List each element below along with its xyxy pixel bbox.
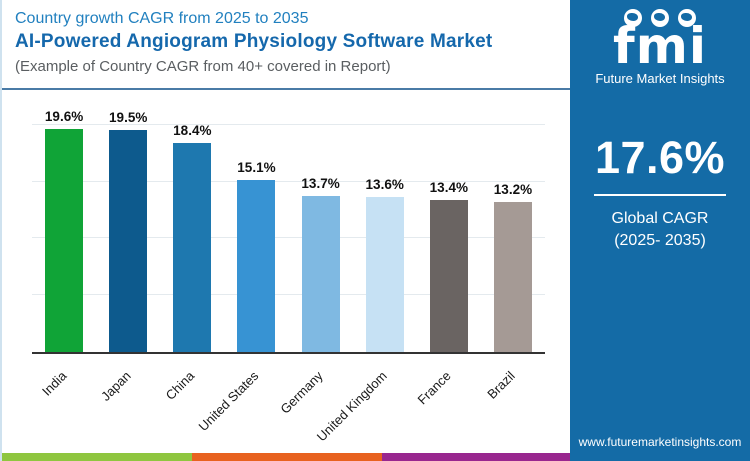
- stripe-segment-3: [382, 453, 572, 461]
- plot-area: 19.6% 19.5% 18.4% 15.1% 13.7% 13.6% 13.4% 13.2%: [32, 102, 545, 354]
- gridline-15: [32, 180, 545, 182]
- globe-asia-icon: [677, 9, 696, 27]
- x-tick-label-brazil: Brazil: [484, 368, 519, 402]
- x-tick-label-china: China: [162, 368, 198, 403]
- x-tick-brazil: Brazil: [481, 354, 545, 442]
- footer-color-stripe: [2, 453, 572, 461]
- page-title: AI-Powered Angiogram Physiology Software…: [15, 31, 493, 52]
- globe-americas-icon: [623, 9, 642, 27]
- globe-europe-icon: [650, 9, 669, 27]
- bar-group-china: 18.4%: [160, 102, 224, 352]
- bar-chart: 19.6% 19.5% 18.4% 15.1% 13.7% 13.6% 13.4% 13.2%…: [2, 102, 570, 444]
- bar-value-label-brazil: 13.2%: [493, 182, 533, 197]
- x-axis-labels: India Japan China United States Germany Unite…: [32, 354, 545, 444]
- x-tick-united-states: United States: [196, 354, 288, 442]
- divider: [594, 194, 726, 196]
- chart-panel: Country growth CAGR from 2025 to 2035 AI…: [0, 0, 572, 461]
- bar-brazil: [493, 202, 532, 352]
- gridline-20: [32, 123, 545, 125]
- bar-group-germany: 13.7%: [289, 102, 353, 352]
- bar-value-label-japan: 19.5%: [109, 110, 148, 126]
- global-cagr-block: 17.6% Global CAGR (2025- 2035): [594, 132, 726, 251]
- logo-tagline: Future Market Insights: [595, 71, 725, 86]
- x-tick-japan: Japan: [96, 354, 160, 442]
- global-cagr-value: 17.6%: [594, 132, 726, 183]
- bar-group-india: 19.6%: [32, 102, 96, 352]
- x-tick-label-france: France: [414, 368, 455, 408]
- bar-united-states: [237, 180, 276, 352]
- global-cagr-label: Global CAGR (2025- 2035): [594, 208, 726, 251]
- gridline-10: [32, 237, 545, 239]
- bar-india: [45, 129, 84, 352]
- x-tick-united-kingdom: United Kingdom: [314, 354, 417, 444]
- sidebar: fmi Future Market Insights 17.6% Global …: [570, 0, 750, 461]
- chart-subtitle: Country growth CAGR from 2025 to 2035: [15, 10, 309, 27]
- website-link[interactable]: www.futuremarketinsights.com: [578, 435, 742, 449]
- x-tick-china: China: [160, 354, 224, 442]
- bar-group-united-states: 15.1%: [224, 102, 288, 352]
- bar-group-brazil: 13.2%: [481, 102, 545, 352]
- fmi-logo: fmi Future Market Insights: [595, 0, 725, 86]
- bar-group-japan: 19.5%: [96, 102, 160, 352]
- global-cagr-label-line2: (2025- 2035): [614, 231, 706, 249]
- bar-united-kingdom: [365, 197, 404, 352]
- gridline-5: [32, 294, 545, 296]
- header: Country growth CAGR from 2025 to 2035 AI…: [2, 0, 570, 90]
- bar-value-label-united-kingdom: 13.6%: [365, 177, 404, 193]
- x-tick-label-india: India: [38, 368, 70, 399]
- x-tick-label-japan: Japan: [97, 368, 134, 404]
- x-tick-france: France: [414, 354, 481, 442]
- logo-text: fmi: [612, 17, 707, 75]
- bars-row: 19.6% 19.5% 18.4% 15.1% 13.7% 13.6% 13.4% 13.2%: [32, 102, 545, 352]
- bar-value-label-india: 19.6%: [44, 109, 84, 125]
- bar-value-label-germany: 13.7%: [301, 176, 340, 192]
- bar-germany: [301, 196, 340, 352]
- global-cagr-label-line1: Global CAGR: [611, 210, 709, 227]
- bar-value-label-china: 18.4%: [173, 122, 212, 138]
- stripe-segment-1: [2, 453, 192, 461]
- bar-group-france: 13.4%: [417, 102, 481, 352]
- chart-note: (Example of Country CAGR from 40+ covere…: [15, 58, 391, 75]
- bar-france: [429, 199, 468, 352]
- stripe-segment-2: [192, 453, 382, 461]
- logo-globe-icons: [595, 9, 724, 27]
- bar-group-united-kingdom: 13.6%: [353, 102, 417, 352]
- bar-value-label-france: 13.4%: [429, 179, 468, 195]
- bar-value-label-united-states: 15.1%: [237, 160, 276, 176]
- bar-china: [173, 142, 212, 352]
- bar-japan: [109, 130, 148, 352]
- x-tick-india: India: [32, 354, 96, 442]
